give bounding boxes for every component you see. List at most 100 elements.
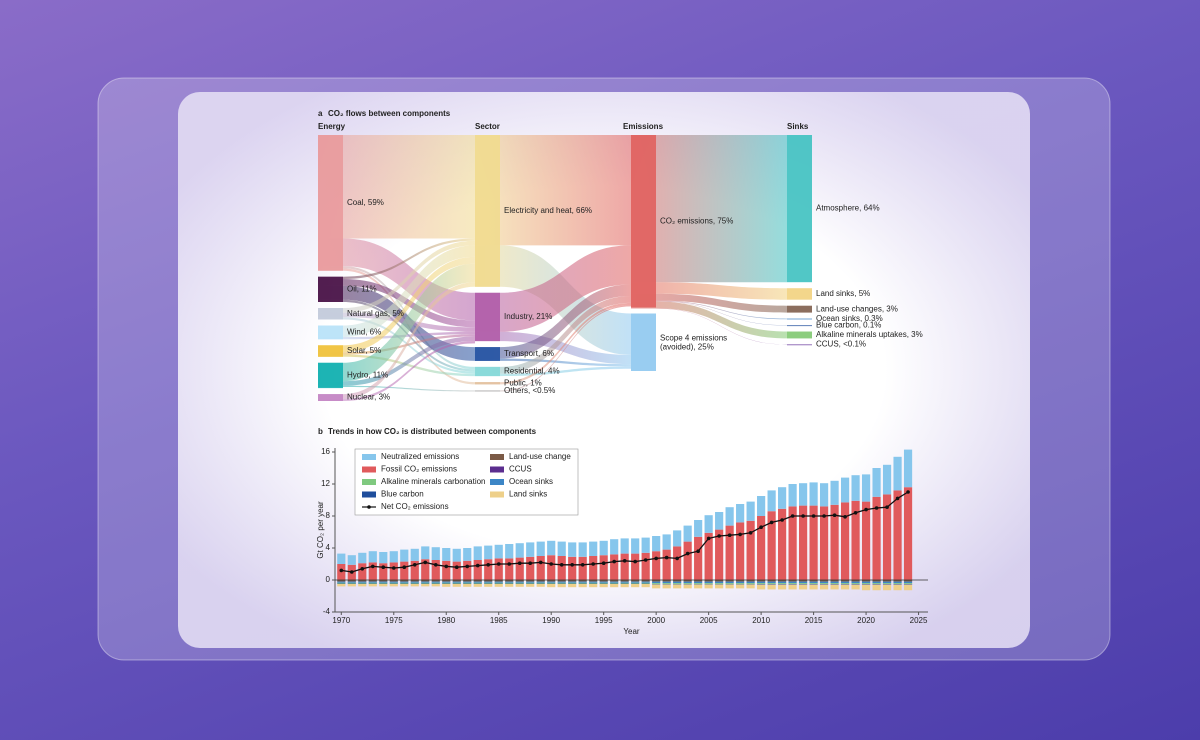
- legend-label: Alkaline minerals carbonation: [381, 477, 486, 486]
- legend-box: [354, 448, 579, 516]
- legend-swatch: [490, 454, 504, 460]
- bar-segment: [673, 581, 682, 584]
- bar-segment: [431, 581, 440, 583]
- bar-segment: [526, 580, 535, 582]
- net-point: [486, 563, 491, 567]
- bar-segment: [358, 552, 367, 564]
- net-point: [780, 518, 784, 522]
- legend-label: Land sinks: [509, 490, 547, 499]
- bar-segment: [505, 582, 514, 584]
- legend-label: Ocean sinks: [509, 477, 553, 486]
- bar-segment: [589, 580, 598, 582]
- bar-segment: [683, 584, 692, 589]
- net-point: [717, 534, 721, 538]
- flow: [631, 293, 787, 313]
- node: [475, 135, 500, 287]
- bar-segment: [641, 582, 650, 584]
- bar-segment: [704, 532, 713, 580]
- bar-segment: [505, 584, 514, 587]
- bar-segment: [473, 581, 482, 583]
- bar-segment: [715, 529, 724, 580]
- bar-segment: [347, 582, 356, 584]
- bar-segment: [389, 562, 398, 580]
- bar-segment: [683, 583, 692, 584]
- x-tick-label: 2015: [805, 616, 823, 625]
- bar-segment: [662, 534, 671, 550]
- bar-segment: [526, 556, 535, 580]
- bar-segment: [725, 580, 734, 582]
- bar-segment: [473, 580, 482, 582]
- node-label: Land-use changes, 3%: [816, 304, 898, 313]
- bar-segment: [652, 581, 661, 584]
- node: [475, 347, 500, 361]
- bar-segment: [840, 580, 850, 582]
- bar-segment: [410, 581, 419, 583]
- bar-segment: [610, 581, 619, 583]
- bar-segment: [463, 581, 472, 583]
- bar-segment: [820, 581, 829, 584]
- bar-segment: [463, 548, 472, 561]
- bar-segment: [368, 551, 377, 563]
- bar-segment: [442, 581, 451, 583]
- bar-segment: [610, 582, 619, 584]
- bar-segment: [725, 584, 734, 589]
- bar-segment: [683, 541, 692, 580]
- bar-segment: [746, 583, 755, 584]
- bar-segment: [736, 580, 745, 582]
- bar-segment: [515, 584, 524, 587]
- bar-segment: [788, 484, 797, 507]
- bar-segment: [379, 552, 388, 564]
- bar-segment: [715, 583, 724, 584]
- bar-segment: [389, 581, 398, 583]
- bar-segment: [473, 584, 482, 587]
- bar-segment: [410, 560, 419, 580]
- bar-segment: [757, 584, 766, 590]
- bar-segment: [872, 581, 881, 584]
- bar-segment: [704, 583, 713, 584]
- bar-segment: [882, 580, 892, 582]
- bar-segment: [400, 581, 409, 583]
- bar-segment: [851, 500, 860, 580]
- node-label: Hydro, 11%: [347, 371, 388, 380]
- bar-segment: [494, 584, 503, 587]
- bar-segment: [736, 583, 745, 584]
- bar-segment: [400, 580, 409, 582]
- bar-segment: [631, 553, 640, 580]
- bar-segment: [872, 584, 881, 591]
- bar-segment: [463, 582, 472, 584]
- bar-segment: [515, 581, 524, 583]
- bar-segment: [799, 581, 808, 584]
- bar-segment: [484, 584, 493, 587]
- node: [475, 292, 500, 342]
- bar-segment: [337, 582, 346, 584]
- bar-segment: [799, 580, 808, 582]
- net-point: [496, 562, 501, 566]
- bar-segment: [599, 584, 608, 588]
- net-point: [507, 562, 512, 566]
- bar-segment: [830, 504, 839, 580]
- bar-segment: [526, 581, 535, 583]
- bar-segment: [557, 581, 566, 583]
- net-point: [412, 563, 417, 567]
- bar-segment: [526, 582, 535, 584]
- bar-segment: [358, 582, 367, 584]
- bar-segment: [379, 581, 388, 583]
- bar-segment: [557, 541, 566, 556]
- net-point: [685, 551, 690, 556]
- bar-segment: [368, 580, 377, 582]
- bar-segment: [431, 582, 440, 584]
- bar-segment: [620, 582, 629, 584]
- node: [475, 382, 500, 385]
- x-tick-label: 1970: [332, 616, 350, 625]
- bar-segment: [620, 581, 629, 583]
- net-point: [633, 559, 637, 564]
- legend-label: Blue carbon: [381, 490, 424, 499]
- bar-segment: [347, 584, 356, 587]
- bar-segment: [400, 549, 409, 562]
- bar-segment: [704, 581, 713, 584]
- bar-segment: [368, 562, 377, 580]
- net-point: [664, 555, 669, 560]
- bar-segment: [494, 581, 503, 583]
- bar-segment: [421, 546, 430, 560]
- bar-segment: [347, 555, 356, 565]
